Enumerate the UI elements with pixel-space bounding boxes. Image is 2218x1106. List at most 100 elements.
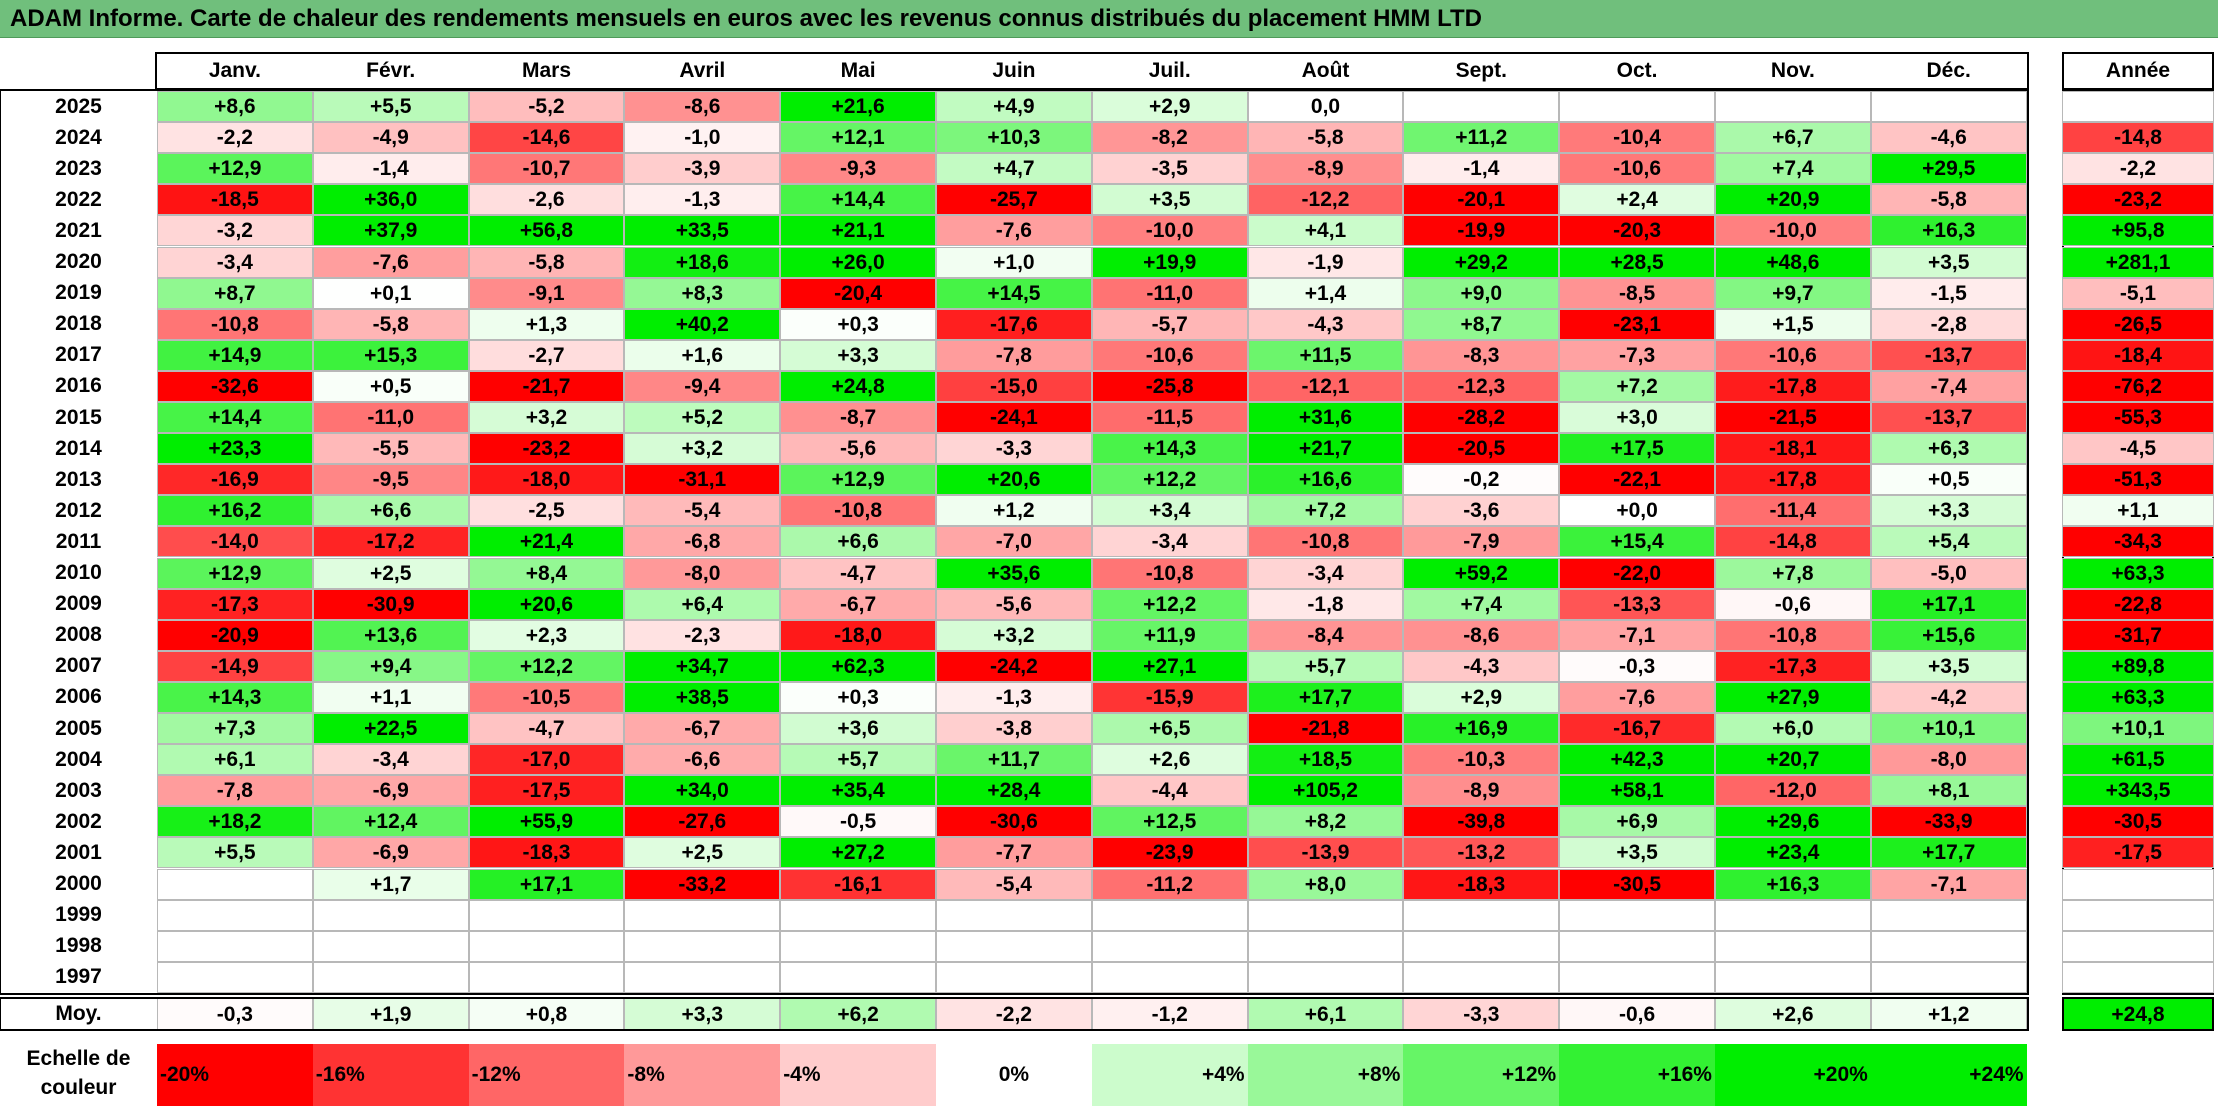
- heatmap-cell: -20,1: [1403, 184, 1560, 216]
- heatmap-cell: -20,3: [1559, 215, 1715, 247]
- year-cell: -55,3: [2062, 402, 2214, 434]
- heatmap-cell: [1091, 961, 1248, 993]
- heatmap-cell: -23,1: [1559, 308, 1715, 340]
- average-cell: +0,8: [468, 997, 625, 1031]
- heatmap-cell: -16,1: [780, 868, 936, 900]
- heatmap-cell: +6,6: [780, 526, 936, 558]
- heatmap-cell: -4,2: [1870, 681, 2027, 713]
- heatmap-cell: -6,9: [312, 775, 469, 807]
- heatmap-cell: -11,5: [1091, 402, 1248, 434]
- year-cell: -31,7: [2062, 619, 2214, 651]
- row-label: 2015: [55, 405, 102, 429]
- heatmap-cell: [1247, 930, 1404, 962]
- heatmap-cell: [312, 899, 469, 931]
- heatmap-cell: +11,9: [1091, 619, 1248, 651]
- year-cell: -4,5: [2062, 433, 2214, 465]
- heatmap-cell: +10,3: [936, 122, 1092, 154]
- column-header: Févr.: [312, 52, 469, 90]
- heatmap-cell: -5,0: [1870, 557, 2027, 589]
- heatmap-cell: +7,3: [157, 713, 313, 745]
- heatmap-cell: +3,6: [780, 713, 936, 745]
- heatmap-cell: -18,5: [157, 184, 313, 216]
- row-label: 1999: [55, 903, 102, 927]
- year-cell: +343,5: [2062, 775, 2214, 807]
- heatmap-cell: -30,9: [312, 588, 469, 620]
- scale-swatch: -8%: [624, 1044, 781, 1106]
- year-cell: [2062, 930, 2214, 962]
- heatmap-cell: +3,4: [1091, 495, 1248, 527]
- heatmap-cell: -17,8: [1715, 464, 1871, 496]
- heatmap-cell: +13,6: [312, 619, 469, 651]
- heatmap-cell: -10,3: [1403, 744, 1560, 776]
- title-bar: ADAM Informe. Carte de chaleur des rende…: [0, 0, 2218, 38]
- heatmap-cell: +28,5: [1559, 246, 1715, 278]
- heatmap-cell: +12,1: [780, 122, 936, 154]
- heatmap-cell: +2,5: [312, 557, 469, 589]
- heatmap-cell: -4,4: [1091, 775, 1248, 807]
- column-header: Sept.: [1403, 52, 1560, 90]
- year-cell: -23,2: [2062, 184, 2214, 216]
- heatmap-cell: +3,5: [1870, 246, 2027, 278]
- heatmap-cell: 0,0: [1247, 91, 1404, 123]
- heatmap-cell: -3,2: [157, 215, 313, 247]
- heatmap-cell: -1,5: [1870, 277, 2027, 309]
- heatmap-cell: +1,1: [312, 681, 469, 713]
- heatmap-cell: [780, 961, 936, 993]
- heatmap-cell: -13,7: [1870, 402, 2027, 434]
- heatmap-cell: -8,0: [624, 557, 781, 589]
- heatmap-cell: [1091, 899, 1248, 931]
- heatmap-cell: -2,3: [624, 619, 781, 651]
- row-label: 2022: [55, 187, 102, 211]
- heatmap-cell: +6,4: [624, 588, 781, 620]
- heatmap-cell: +21,4: [468, 526, 625, 558]
- heatmap-cell: +62,3: [780, 650, 936, 682]
- heatmap-cell: +26,0: [780, 246, 936, 278]
- row-label: 2025: [55, 94, 102, 118]
- row-label: 2024: [55, 125, 102, 149]
- heatmap-cell: -32,6: [157, 370, 313, 402]
- row-label: 2023: [55, 156, 102, 180]
- row-label: 2002: [55, 809, 102, 833]
- heatmap-cell: +1,7: [312, 868, 469, 900]
- heatmap-cell: [157, 899, 313, 931]
- column-header: Déc.: [1870, 52, 2027, 90]
- heatmap-cell: [624, 961, 781, 993]
- heatmap-cell: +16,9: [1403, 713, 1560, 745]
- heatmap-cell: +3,2: [468, 402, 625, 434]
- column-header: Avril: [624, 52, 781, 90]
- scale-swatch: +8%: [1247, 1044, 1404, 1106]
- scale-swatch: -16%: [312, 1044, 469, 1106]
- heatmap-cell: [468, 899, 625, 931]
- heatmap-cell: -6,9: [312, 837, 469, 869]
- heatmap-cell: -12,0: [1715, 775, 1871, 807]
- row-label: 2006: [55, 685, 102, 709]
- heatmap-cell: -3,4: [1247, 557, 1404, 589]
- heatmap-cell: +18,5: [1247, 744, 1404, 776]
- heatmap-cell: [1559, 930, 1715, 962]
- heatmap-cell: -1,0: [624, 122, 781, 154]
- row-label: 2011: [55, 529, 102, 553]
- heatmap-cell: -10,8: [1715, 619, 1871, 651]
- heatmap-cell: -4,3: [1403, 650, 1560, 682]
- heatmap-cell: -20,5: [1403, 433, 1560, 465]
- average-cell: -0,3: [157, 997, 313, 1031]
- heatmap-cell: +29,2: [1403, 246, 1560, 278]
- heatmap-cell: +1,0: [936, 246, 1092, 278]
- average-year-cell: +24,8: [2062, 997, 2214, 1031]
- heatmap-cell: -6,7: [780, 588, 936, 620]
- heatmap-cell: +17,7: [1247, 681, 1404, 713]
- heatmap-cell: -2,8: [1870, 308, 2027, 340]
- row-label: 2018: [55, 312, 102, 336]
- heatmap-cell: -17,3: [1715, 650, 1871, 682]
- heatmap-cell: -7,9: [1403, 526, 1560, 558]
- average-cell: -0,6: [1559, 997, 1715, 1031]
- heatmap-cell: -4,6: [1870, 122, 2027, 154]
- scale-swatch: -12%: [468, 1044, 625, 1106]
- heatmap-cell: +17,7: [1870, 837, 2027, 869]
- scale-label: Echelle de couleur: [26, 1047, 131, 1099]
- row-label: 2004: [55, 747, 102, 771]
- row-label: 2007: [55, 654, 102, 678]
- heatmap-cell: -16,9: [157, 464, 313, 496]
- heatmap-cell: -15,9: [1091, 681, 1248, 713]
- scale-swatch: +16%: [1559, 1044, 1715, 1106]
